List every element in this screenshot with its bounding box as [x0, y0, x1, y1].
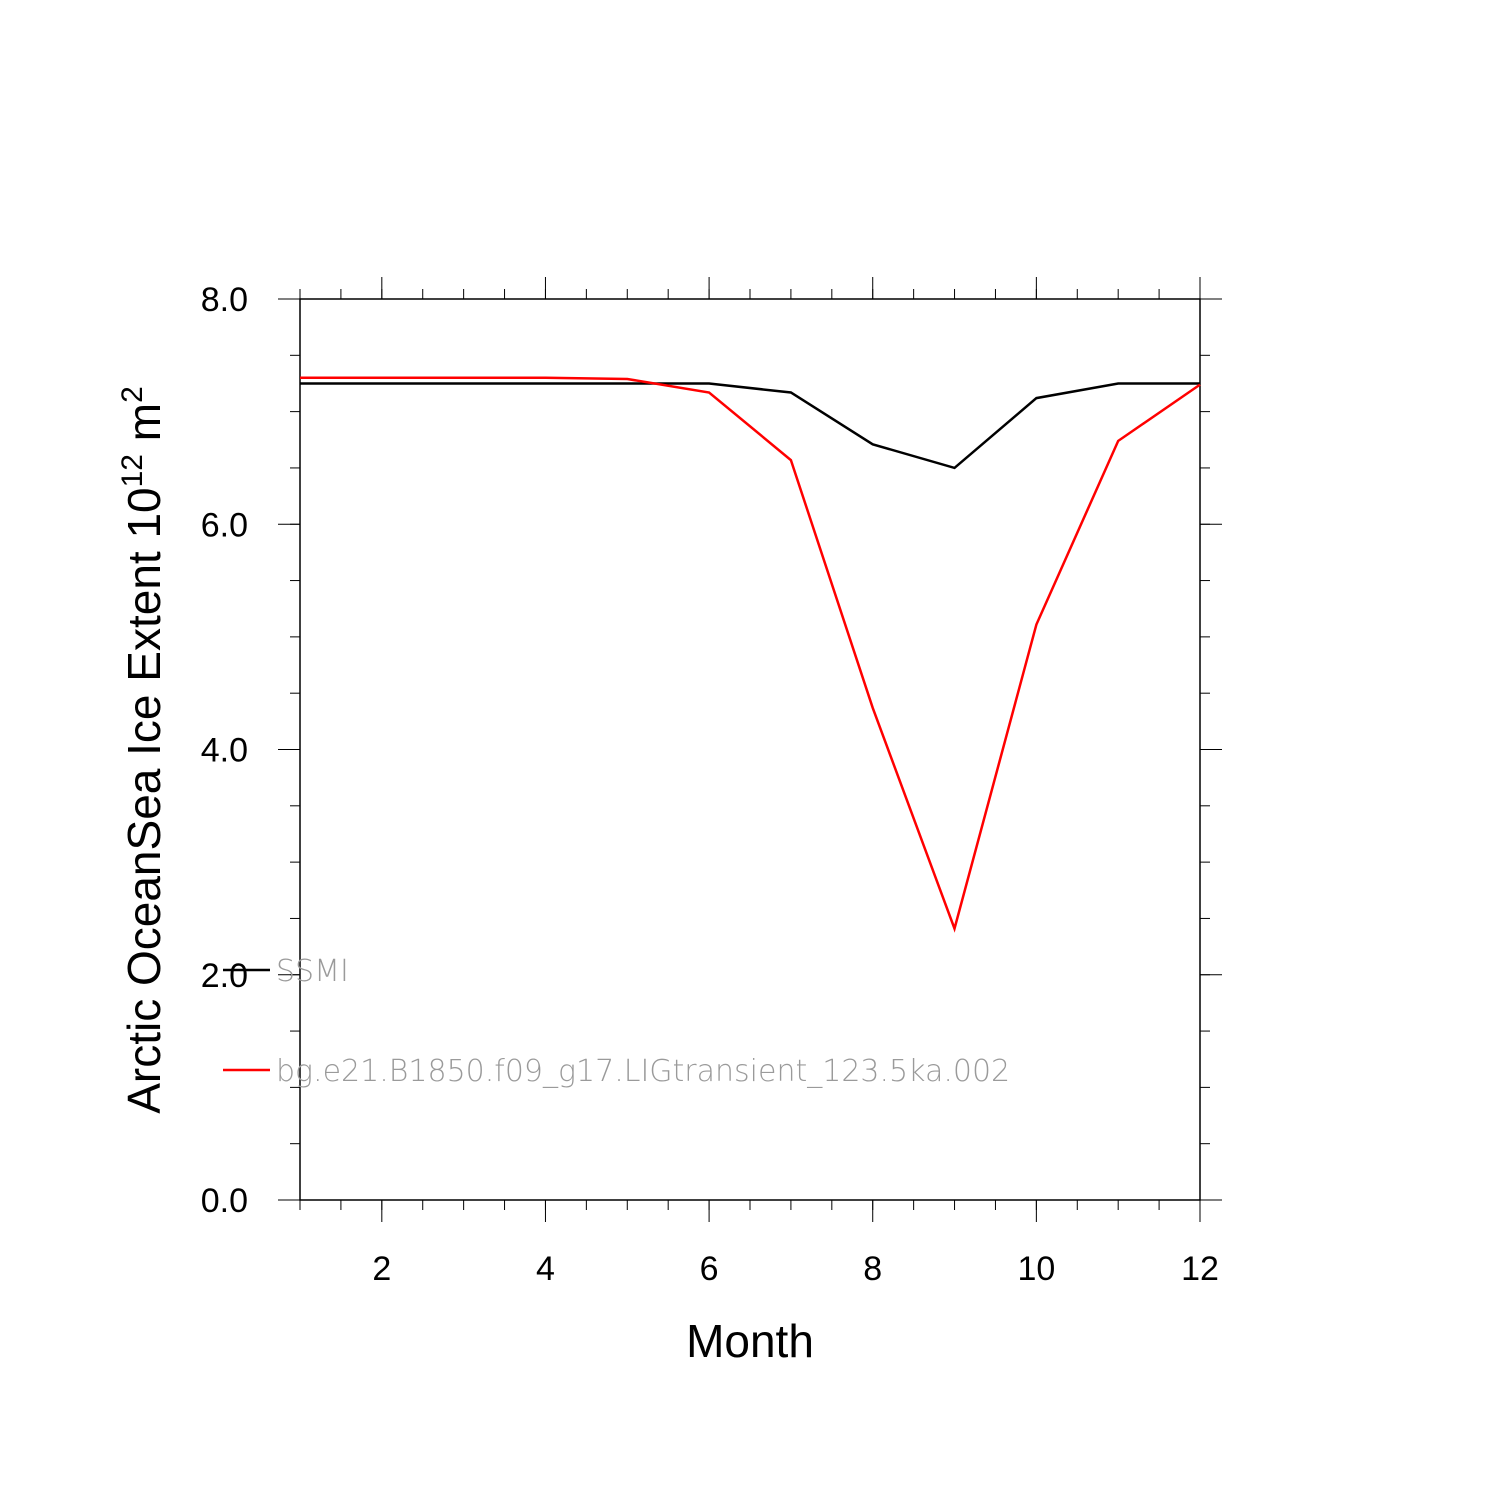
series-line-ssmi: [300, 382, 1200, 470]
legend: SSMI bg.e21.B1850.f09_g17.LIGtransient_12…: [223, 954, 1010, 1089]
y-axis-title-unit: m: [118, 403, 170, 454]
x-tick-label: 2: [372, 1250, 391, 1288]
series-line-model: [300, 376, 1201, 933]
y-axis-title: Arctic OceanSea Ice Extent 1012 m2: [116, 386, 170, 1114]
legend-label: SSMI: [276, 954, 349, 989]
x-tick-label: 10: [1017, 1250, 1055, 1288]
legend-label: bg.e21.B1850.f09_g17.LIGtransient_123.5k…: [276, 1054, 1010, 1089]
x-tick-label: 6: [700, 1250, 719, 1288]
y-axis-title-main: Arctic OceanSea Ice Extent 10: [118, 487, 170, 1113]
x-axis-title: Month: [686, 1315, 814, 1367]
y-tick-label: 6.0: [201, 506, 248, 544]
y-axis-title-unit-exponent: 2: [116, 386, 149, 403]
y-axis-title-exponent: 12: [116, 454, 149, 487]
y-tick-label: 2.0: [201, 957, 248, 995]
y-tick-label: 0.0: [201, 1182, 248, 1220]
series-layer: [300, 376, 1201, 933]
y-tick-label: 4.0: [201, 732, 248, 770]
x-tick-label: 8: [863, 1250, 882, 1288]
y-tick-label: 8.0: [201, 281, 248, 319]
x-tick-label: 4: [536, 1250, 555, 1288]
axis-ticks: 2 4 6 8 10 12 0.0 2.0 4.0 6.0 8.0: [201, 277, 1222, 1288]
x-tick-label: 12: [1181, 1250, 1219, 1288]
